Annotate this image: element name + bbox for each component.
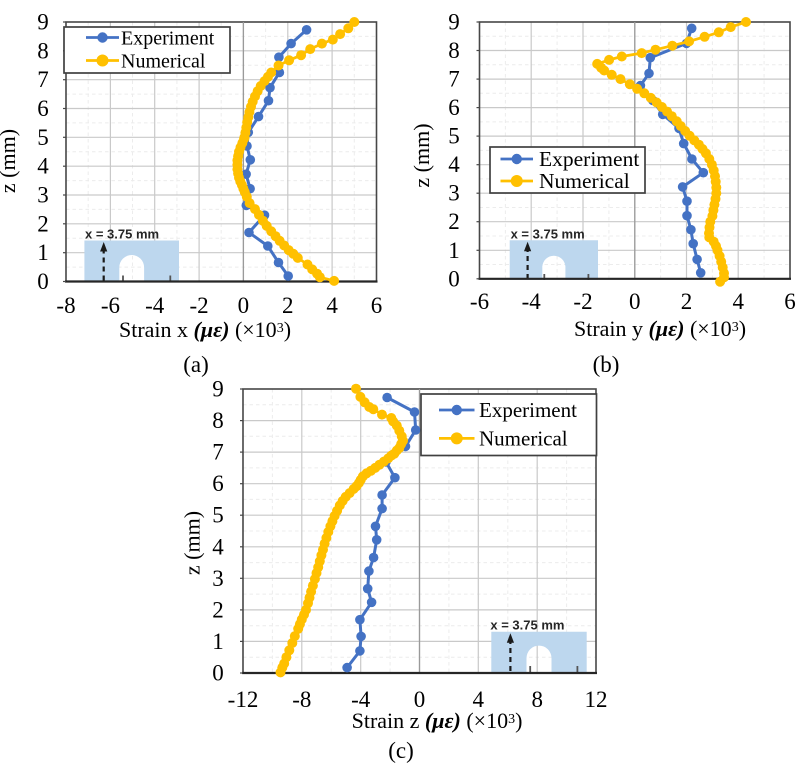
svg-text:6: 6 bbox=[784, 289, 796, 314]
svg-text:6: 6 bbox=[371, 293, 383, 318]
svg-text:4: 4 bbox=[326, 293, 338, 318]
svg-text:-8: -8 bbox=[292, 687, 311, 712]
svg-text:x = 3.75 mm: x = 3.75 mm bbox=[511, 227, 585, 242]
svg-text:0: 0 bbox=[629, 289, 641, 314]
svg-text:9: 9 bbox=[37, 10, 49, 35]
svg-text:0: 0 bbox=[37, 269, 49, 294]
svg-text:5: 5 bbox=[448, 124, 460, 149]
svg-text:2: 2 bbox=[37, 211, 49, 236]
svg-text:4: 4 bbox=[37, 154, 49, 179]
svg-text:(a): (a) bbox=[183, 352, 209, 377]
svg-text:-2: -2 bbox=[573, 289, 592, 314]
svg-text:7: 7 bbox=[448, 67, 460, 92]
svg-text:z (mm): z (mm) bbox=[0, 129, 20, 193]
svg-text:0: 0 bbox=[414, 687, 426, 712]
svg-text:0: 0 bbox=[448, 266, 460, 291]
svg-text:2: 2 bbox=[212, 597, 224, 622]
svg-text:4: 4 bbox=[448, 152, 460, 177]
svg-text:Numerical: Numerical bbox=[121, 51, 206, 73]
svg-text:Experiment: Experiment bbox=[539, 147, 639, 171]
svg-text:8: 8 bbox=[448, 38, 460, 63]
svg-text:9: 9 bbox=[212, 377, 224, 402]
svg-text:z (mm): z (mm) bbox=[409, 123, 434, 187]
svg-text:-4: -4 bbox=[145, 293, 165, 318]
svg-text:2: 2 bbox=[448, 209, 460, 234]
svg-text:1: 1 bbox=[37, 240, 49, 265]
svg-text:4: 4 bbox=[732, 289, 744, 314]
svg-text:2: 2 bbox=[282, 293, 294, 318]
svg-text:4: 4 bbox=[473, 687, 485, 712]
svg-text:Strain y (με) (×103): Strain y (με) (×103) bbox=[574, 316, 746, 341]
svg-text:Numerical: Numerical bbox=[539, 169, 630, 193]
svg-text:3: 3 bbox=[448, 181, 460, 206]
svg-text:8: 8 bbox=[531, 687, 543, 712]
svg-text:7: 7 bbox=[212, 440, 224, 465]
svg-text:-2: -2 bbox=[190, 293, 209, 318]
svg-text:-4: -4 bbox=[522, 289, 542, 314]
svg-text:Experiment: Experiment bbox=[479, 398, 577, 422]
svg-text:(b): (b) bbox=[593, 352, 620, 377]
svg-text:1: 1 bbox=[212, 629, 224, 654]
svg-text:12: 12 bbox=[585, 687, 608, 712]
svg-text:8: 8 bbox=[212, 408, 224, 433]
svg-text:3: 3 bbox=[37, 183, 49, 208]
svg-text:Strain z (με) (×103): Strain z (με) (×103) bbox=[352, 708, 523, 733]
svg-text:0: 0 bbox=[212, 661, 224, 686]
svg-text:6: 6 bbox=[448, 95, 460, 120]
svg-text:x = 3.75 mm: x = 3.75 mm bbox=[490, 618, 564, 633]
svg-text:-8: -8 bbox=[56, 293, 75, 318]
svg-text:x = 3.75 mm: x = 3.75 mm bbox=[85, 227, 159, 242]
svg-text:-4: -4 bbox=[351, 687, 371, 712]
svg-text:5: 5 bbox=[212, 503, 224, 528]
svg-text:3: 3 bbox=[212, 566, 224, 591]
svg-text:8: 8 bbox=[37, 38, 49, 63]
svg-text:(c): (c) bbox=[388, 738, 414, 763]
svg-text:0: 0 bbox=[238, 293, 250, 318]
svg-text:6: 6 bbox=[212, 471, 224, 496]
svg-text:-6: -6 bbox=[470, 289, 489, 314]
svg-text:6: 6 bbox=[37, 96, 49, 121]
svg-text:7: 7 bbox=[37, 67, 49, 92]
svg-text:2: 2 bbox=[681, 289, 693, 314]
svg-text:5: 5 bbox=[37, 125, 49, 150]
svg-text:Strain x (με) (×103): Strain x (με) (×103) bbox=[119, 317, 291, 342]
svg-text:Numerical: Numerical bbox=[479, 426, 568, 450]
svg-text:-6: -6 bbox=[101, 293, 120, 318]
svg-text:-12: -12 bbox=[228, 687, 259, 712]
svg-text:Experiment: Experiment bbox=[121, 28, 215, 50]
svg-text:1: 1 bbox=[448, 238, 460, 263]
svg-text:9: 9 bbox=[448, 10, 460, 35]
svg-text:4: 4 bbox=[212, 534, 224, 559]
svg-text:z (mm): z (mm) bbox=[180, 511, 205, 575]
